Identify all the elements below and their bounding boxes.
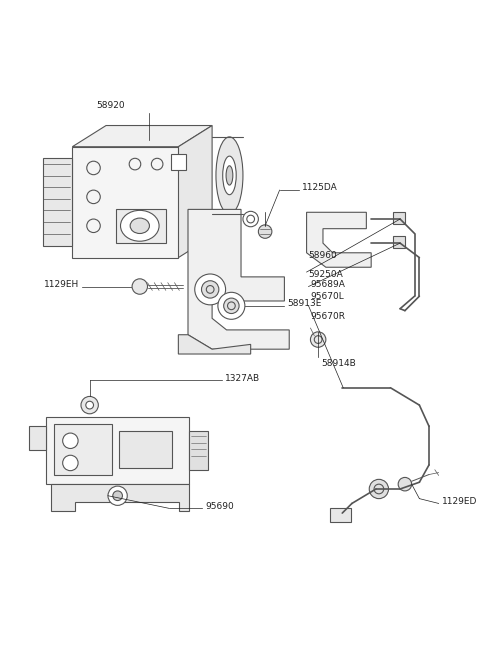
Circle shape — [113, 491, 122, 500]
Ellipse shape — [223, 156, 236, 195]
Bar — [119, 431, 172, 468]
Ellipse shape — [130, 218, 149, 233]
Bar — [116, 210, 166, 243]
Polygon shape — [43, 159, 72, 246]
Circle shape — [398, 477, 412, 491]
Circle shape — [63, 433, 78, 449]
Text: 58914B: 58914B — [321, 359, 356, 368]
Ellipse shape — [226, 166, 233, 185]
Text: 1129EH: 1129EH — [44, 280, 79, 289]
Text: 95670L: 95670L — [311, 292, 344, 301]
Bar — [330, 508, 351, 522]
Polygon shape — [29, 426, 46, 451]
Text: 58920: 58920 — [96, 101, 125, 110]
Circle shape — [81, 396, 98, 414]
Text: 59250A: 59250A — [309, 270, 343, 279]
Bar — [189, 431, 208, 470]
Circle shape — [202, 281, 219, 298]
Text: 1327AB: 1327AB — [225, 373, 260, 383]
Circle shape — [63, 455, 78, 471]
Circle shape — [243, 212, 258, 227]
Text: 95689A: 95689A — [311, 280, 345, 289]
Bar — [46, 417, 189, 484]
Bar — [393, 236, 405, 248]
Circle shape — [258, 225, 272, 238]
Polygon shape — [179, 126, 212, 257]
Ellipse shape — [120, 210, 159, 241]
Circle shape — [108, 486, 127, 506]
Bar — [171, 155, 186, 170]
Polygon shape — [307, 212, 371, 267]
Circle shape — [195, 274, 226, 305]
Circle shape — [86, 402, 94, 409]
Polygon shape — [179, 335, 251, 354]
Text: 58913E: 58913E — [288, 299, 322, 309]
Circle shape — [311, 332, 326, 347]
Circle shape — [132, 279, 147, 294]
Polygon shape — [51, 484, 189, 511]
Circle shape — [369, 479, 388, 498]
Bar — [54, 424, 112, 474]
Polygon shape — [72, 126, 212, 147]
Ellipse shape — [216, 137, 243, 214]
Bar — [393, 212, 405, 224]
Circle shape — [218, 292, 245, 319]
Text: 58960: 58960 — [309, 252, 337, 261]
Text: 95670R: 95670R — [311, 312, 346, 320]
Bar — [72, 147, 179, 257]
Polygon shape — [188, 210, 289, 349]
Text: 95690: 95690 — [205, 502, 234, 511]
Circle shape — [224, 298, 239, 314]
Text: 1129ED: 1129ED — [442, 497, 477, 506]
Text: 1125DA: 1125DA — [302, 183, 337, 192]
